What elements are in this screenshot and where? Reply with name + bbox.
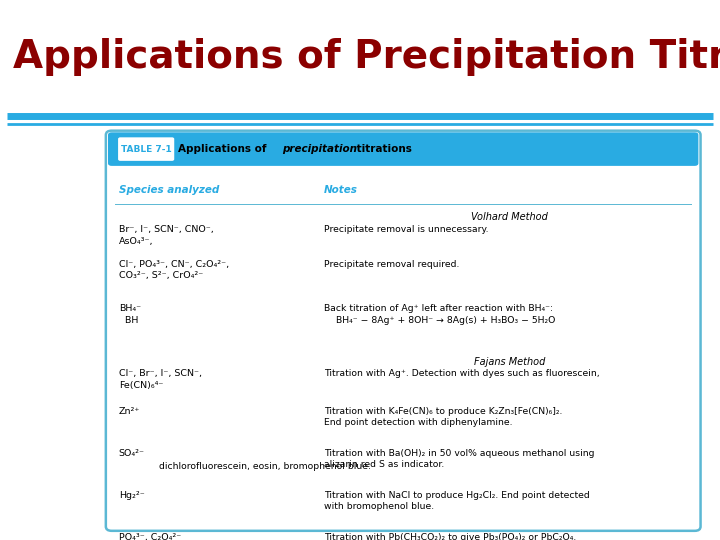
Text: Cl⁻, PO₄³⁻, CN⁻, C₂O₄²⁻,
CO₃²⁻, S²⁻, CrO₄²⁻: Cl⁻, PO₄³⁻, CN⁻, C₂O₄²⁻, CO₃²⁻, S²⁻, CrO… (119, 260, 229, 280)
Text: Applications of Precipitation Titrations: Applications of Precipitation Titrations (13, 38, 720, 76)
Text: PO₄³⁻, C₂O₄²⁻: PO₄³⁻, C₂O₄²⁻ (119, 533, 181, 540)
Text: Br⁻, I⁻, SCN⁻, CNO⁻,
AsO₄³⁻,: Br⁻, I⁻, SCN⁻, CNO⁻, AsO₄³⁻, (119, 225, 214, 246)
Text: Fajans Method: Fajans Method (474, 356, 545, 367)
Text: titrations: titrations (353, 144, 412, 154)
Text: dichlorofluorescein, eosin, bromophenol blue.: dichlorofluorescein, eosin, bromophenol … (117, 462, 372, 471)
Text: Titration with Ag⁺. Detection with dyes such as fluorescein,: Titration with Ag⁺. Detection with dyes … (324, 369, 600, 379)
Text: Titration with Pb(CH₃CO₂)₂ to give Pb₃(PO₄)₂ or PbC₂O₄.
End point detected with : Titration with Pb(CH₃CO₂)₂ to give Pb₃(P… (324, 533, 576, 540)
Text: Species analyzed: Species analyzed (119, 185, 219, 195)
FancyBboxPatch shape (106, 131, 701, 531)
Text: Hg₂²⁻: Hg₂²⁻ (119, 491, 145, 500)
Text: SO₄²⁻: SO₄²⁻ (119, 449, 145, 458)
Text: Precipitate removal required.: Precipitate removal required. (324, 260, 459, 269)
Text: Titration with NaCl to produce Hg₂Cl₂. End point detected
with bromophenol blue.: Titration with NaCl to produce Hg₂Cl₂. E… (324, 491, 590, 511)
FancyBboxPatch shape (108, 132, 698, 166)
Text: Applications of: Applications of (178, 144, 270, 154)
FancyBboxPatch shape (118, 137, 174, 161)
Text: Back titration of Ag⁺ left after reaction with BH₄⁻:
    BH₄⁻ − 8Ag⁺ + 8OH⁻ → 8A: Back titration of Ag⁺ left after reactio… (324, 304, 555, 325)
Text: BH₄⁻
  BH: BH₄⁻ BH (119, 304, 141, 325)
Text: TABLE 7-1: TABLE 7-1 (121, 145, 171, 153)
Text: Zn²⁺: Zn²⁺ (119, 407, 140, 416)
Text: Titration with Ba(OH)₂ in 50 vol% aqueous methanol using
alizarin red S as indic: Titration with Ba(OH)₂ in 50 vol% aqueou… (324, 449, 595, 469)
Text: Cl⁻, Br⁻, I⁻, SCN⁻,
Fe(CN)₆⁴⁻: Cl⁻, Br⁻, I⁻, SCN⁻, Fe(CN)₆⁴⁻ (119, 369, 202, 390)
Text: Titration with K₄Fe(CN)₆ to produce K₂Zn₃[Fe(CN)₆]₂.
End point detection with di: Titration with K₄Fe(CN)₆ to produce K₂Zn… (324, 407, 562, 427)
Text: Notes: Notes (324, 185, 358, 195)
Text: Volhard Method: Volhard Method (471, 212, 548, 222)
Text: Precipitate removal is unnecessary.: Precipitate removal is unnecessary. (324, 225, 488, 234)
Text: precipitation: precipitation (282, 144, 357, 154)
